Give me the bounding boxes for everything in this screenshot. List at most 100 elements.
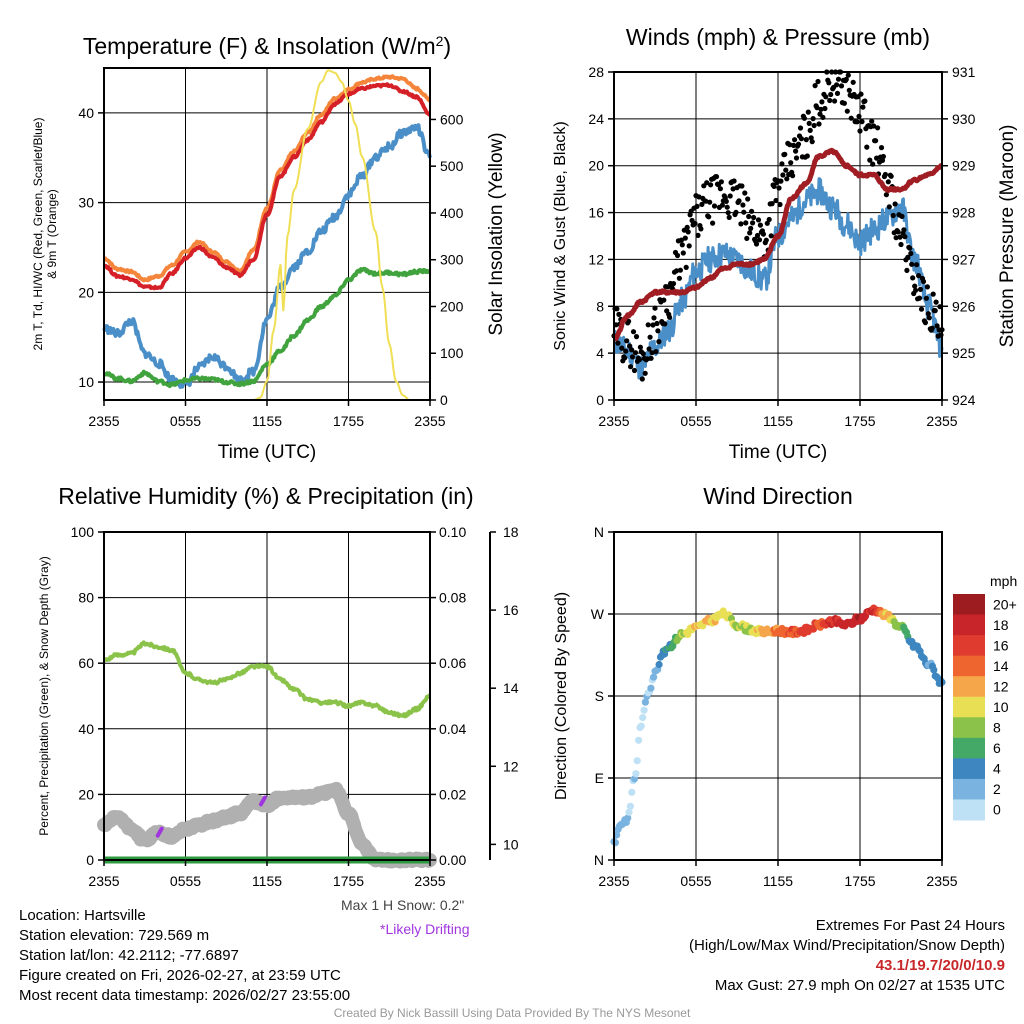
snow-ytick-label: 18 (503, 524, 519, 540)
gust-point (934, 323, 940, 329)
gust-point (746, 213, 752, 220)
direction-ytick-label: N (594, 852, 604, 868)
gust-point (922, 320, 929, 326)
gust-point (719, 202, 726, 208)
pressure-ytick-label: 925 (952, 345, 976, 361)
elevation-text: Station elevation: 729.569 m (19, 927, 210, 944)
gust-point (763, 237, 769, 243)
gust-point (793, 148, 799, 154)
gust-point (624, 338, 630, 344)
snow-ytick-label: 10 (503, 836, 519, 852)
gust-point (806, 120, 812, 126)
gust-point (917, 286, 924, 292)
gust-point (878, 145, 885, 151)
colorbar-level-label: 20+ (993, 596, 1017, 612)
gust-point (741, 209, 747, 215)
gust-point (648, 355, 654, 361)
gust-point (897, 234, 903, 240)
insolation-ytick-label: 400 (440, 205, 464, 221)
colorbar-swatch (953, 737, 985, 759)
colorbar-label: mph (990, 573, 1017, 589)
direction-ytick-label: E (595, 770, 604, 786)
insolation-ylabel: Solar Insolation (Yellow) (486, 132, 507, 335)
gust-point (832, 98, 838, 104)
gust-point (873, 138, 879, 144)
gust-point (655, 328, 661, 334)
colorbar-level-label: 2 (993, 781, 1001, 797)
gust-point (704, 180, 710, 186)
gust-point (791, 142, 797, 148)
temperature-ylabel-line1: 2m T, Td, HI/WC (Red, Green, Scarlet/Blu… (31, 118, 45, 351)
gust-point (623, 348, 629, 354)
gust-point (838, 83, 845, 89)
gust-point (910, 275, 916, 281)
gust-point (899, 213, 905, 219)
station-pressure-line (612, 147, 944, 342)
gust-point (845, 72, 851, 78)
colorbar-swatch (953, 676, 985, 698)
gust-point (619, 345, 625, 351)
gust-point (886, 204, 892, 210)
gust-point (788, 160, 794, 166)
humidity-ytick-label: 20 (78, 786, 94, 802)
temp-ytick-label: 10 (78, 374, 94, 390)
temperature-ylabel-line2: & 9m T (Orange) (45, 189, 59, 279)
gust-point (932, 308, 938, 314)
winds-ytick-label: 0 (596, 392, 604, 408)
humidity-ytick-label: 100 (71, 524, 95, 540)
direction-point (641, 698, 650, 706)
gust-point (750, 220, 756, 226)
gust-point (885, 179, 891, 185)
gust-point (653, 349, 659, 355)
gust-point (874, 155, 880, 161)
winds-ytick-label: 28 (588, 64, 604, 80)
relative-humidity-line (102, 640, 431, 719)
colorbar-swatch (953, 778, 985, 800)
gust-point (819, 99, 825, 105)
gust-point (793, 155, 800, 161)
gust-point (674, 252, 681, 259)
direction-point (650, 673, 658, 681)
gust-point (841, 100, 848, 106)
gust-point (846, 87, 852, 93)
extremes-values: 43.1/19.7/20/0/10.9 (875, 957, 1005, 974)
pressure-ytick-label: 928 (952, 205, 976, 221)
gust-point (792, 137, 798, 143)
9m-t-line (103, 74, 432, 283)
gust-point (699, 201, 705, 207)
temperature-title: Temperature (F) & Insolation (W/m2) (83, 33, 451, 59)
humidity-title: Relative Humidity (%) & Precipitation (i… (58, 483, 473, 509)
gust-point (880, 153, 887, 160)
gust-point (652, 305, 658, 311)
gust-point (742, 190, 748, 196)
gust-point (828, 91, 834, 98)
hi-wc-line (102, 123, 432, 389)
max-gust-text: Max Gust: 27.9 mph On 02/27 at 1535 UTC (714, 977, 1005, 994)
gust-point (826, 80, 832, 86)
direction-point (639, 714, 647, 722)
colorbar-level-label: 14 (993, 658, 1009, 674)
gust-point (695, 232, 701, 238)
gust-point (784, 176, 790, 182)
direction-point (930, 666, 938, 674)
gust-point (633, 334, 640, 340)
direction-xtick-label: 1155 (763, 873, 793, 889)
direction-point (625, 808, 633, 816)
winds-ytick-label: 20 (588, 158, 604, 174)
gust-point (882, 171, 889, 178)
colorbar-swatch (953, 758, 985, 780)
insolation-ytick-label: 300 (440, 252, 464, 268)
gust-point (923, 295, 930, 301)
gust-point (822, 105, 828, 112)
gust-point (682, 235, 688, 241)
precip-ytick-label: 0.06 (439, 655, 466, 671)
gust-point (649, 350, 655, 356)
gust-point (615, 340, 621, 346)
wind-direction-title: Wind Direction (703, 483, 853, 509)
direction-point (633, 757, 641, 765)
gust-point (743, 220, 749, 226)
gust-point (914, 262, 920, 268)
direction-xtick-label: 2355 (926, 873, 957, 889)
gust-point (909, 261, 915, 267)
